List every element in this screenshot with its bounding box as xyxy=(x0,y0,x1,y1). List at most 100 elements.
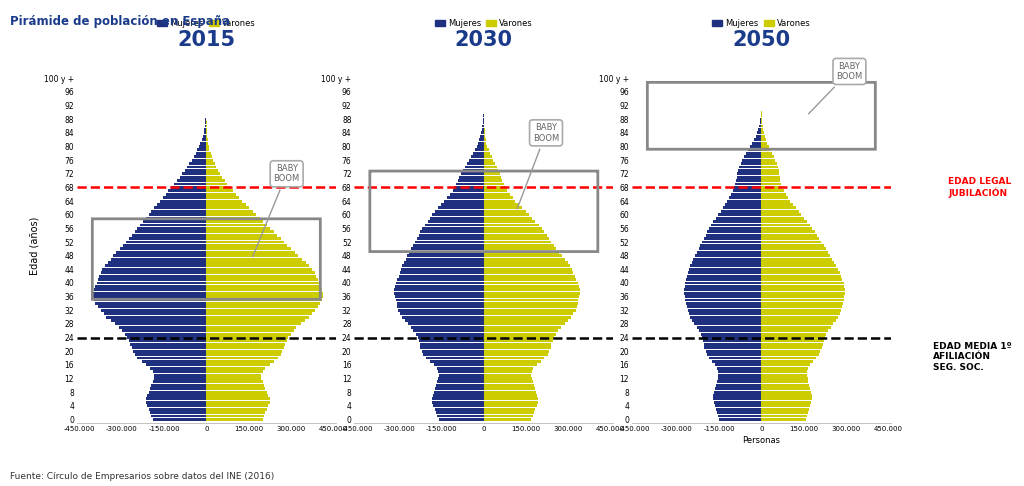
Bar xyxy=(438,370,483,373)
Bar xyxy=(742,159,761,162)
Bar xyxy=(761,141,767,144)
Bar xyxy=(473,152,483,155)
Bar xyxy=(483,213,528,216)
Bar xyxy=(716,408,761,411)
Bar xyxy=(761,258,833,260)
Bar xyxy=(758,128,761,131)
Bar xyxy=(206,173,220,175)
Bar xyxy=(761,401,811,404)
Bar xyxy=(761,186,782,189)
Bar xyxy=(417,237,483,240)
Bar xyxy=(148,213,206,216)
Bar xyxy=(761,295,845,298)
Bar xyxy=(761,217,804,220)
Bar xyxy=(483,387,536,390)
Bar xyxy=(761,203,793,206)
Bar xyxy=(206,261,306,264)
Bar xyxy=(483,374,531,377)
Bar xyxy=(415,241,483,243)
Bar xyxy=(716,217,761,220)
Bar xyxy=(483,347,551,349)
Bar xyxy=(206,190,233,192)
Bar xyxy=(725,203,761,206)
Bar xyxy=(761,220,807,223)
Bar xyxy=(206,336,288,339)
Bar xyxy=(714,394,761,397)
Bar xyxy=(761,285,845,288)
Bar xyxy=(737,173,761,175)
Bar xyxy=(93,288,206,291)
Bar xyxy=(746,152,761,155)
Bar xyxy=(438,207,483,209)
Bar xyxy=(734,186,761,189)
Bar xyxy=(761,145,769,148)
Bar xyxy=(700,244,761,247)
Bar xyxy=(710,227,761,230)
Bar xyxy=(703,237,761,240)
Bar xyxy=(731,193,761,196)
Bar xyxy=(483,281,578,284)
Bar xyxy=(483,370,531,373)
Bar xyxy=(421,230,483,233)
Bar xyxy=(740,162,761,165)
Bar xyxy=(206,220,262,223)
Bar xyxy=(400,268,483,271)
Bar xyxy=(483,152,490,155)
Bar xyxy=(423,227,483,230)
Bar xyxy=(483,183,504,186)
Bar xyxy=(761,360,813,363)
Bar xyxy=(423,353,483,356)
Bar xyxy=(174,183,206,186)
Bar xyxy=(761,131,764,134)
Bar xyxy=(148,408,206,411)
Bar xyxy=(738,169,761,172)
Bar xyxy=(432,401,483,404)
Bar xyxy=(133,350,206,353)
Bar xyxy=(206,381,262,383)
Bar xyxy=(749,148,761,151)
Bar xyxy=(206,244,287,247)
Bar xyxy=(406,258,483,260)
Bar xyxy=(206,251,295,254)
Bar xyxy=(206,292,324,295)
Bar xyxy=(132,347,206,349)
Bar xyxy=(761,196,788,199)
Bar xyxy=(761,156,774,158)
Bar xyxy=(98,305,206,308)
Bar xyxy=(483,343,551,346)
Bar xyxy=(432,213,483,216)
Bar xyxy=(483,312,573,315)
Bar xyxy=(108,261,206,264)
Bar xyxy=(206,394,268,397)
Bar xyxy=(433,404,483,407)
Bar xyxy=(482,128,483,131)
Bar xyxy=(428,220,483,223)
Bar xyxy=(100,271,206,274)
Bar xyxy=(712,360,761,363)
Bar xyxy=(761,398,812,400)
Bar xyxy=(479,138,483,141)
Bar xyxy=(715,404,761,407)
Bar xyxy=(145,398,206,400)
Bar xyxy=(206,186,230,189)
Bar xyxy=(206,156,212,158)
Bar xyxy=(685,298,761,301)
Bar xyxy=(114,254,206,257)
Bar xyxy=(206,305,317,308)
Bar xyxy=(483,288,580,291)
Bar xyxy=(115,322,206,325)
Bar xyxy=(483,159,494,162)
Bar xyxy=(483,224,539,226)
Bar xyxy=(206,275,316,278)
Bar xyxy=(483,271,573,274)
Bar xyxy=(127,336,206,339)
Bar xyxy=(483,322,564,325)
Bar xyxy=(483,336,554,339)
Bar xyxy=(718,415,761,417)
Bar xyxy=(483,179,503,182)
Bar xyxy=(426,357,483,360)
Bar xyxy=(721,210,761,213)
Bar xyxy=(191,159,206,162)
Bar xyxy=(206,166,216,169)
Bar xyxy=(483,166,497,169)
